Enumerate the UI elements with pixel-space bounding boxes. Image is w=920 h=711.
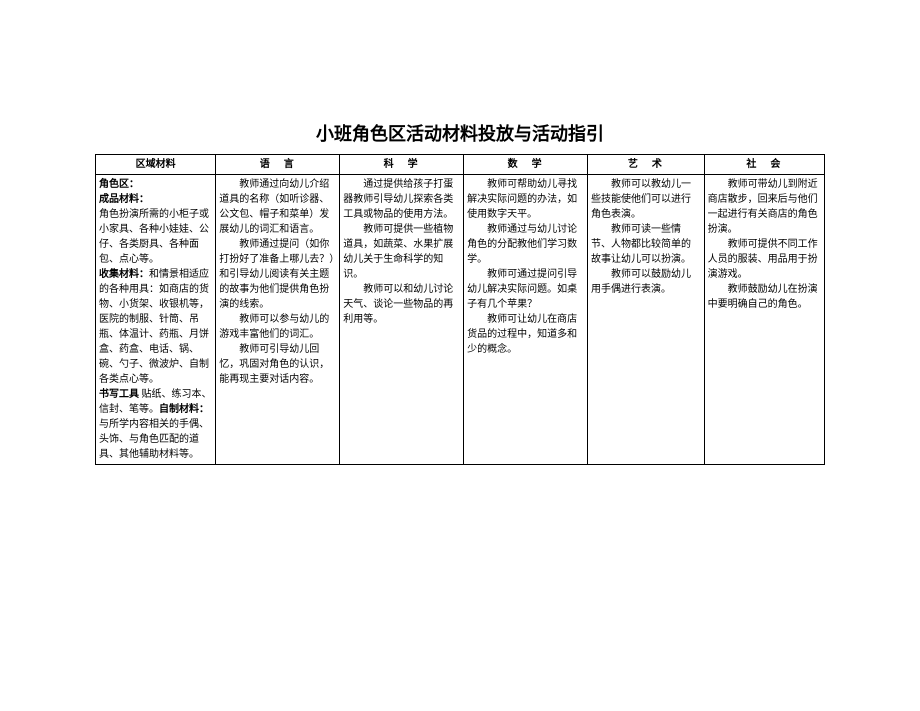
content-row: 角色区： 成品材料： 角色扮演所需的小柜子或小家具、各种小娃娃、公仔、各类厨具、… [96, 175, 825, 465]
cell-art: 教师可以教幼儿一些技能使他们可以进行角色表演。 教师可读一些情节、人物都比较简单… [588, 175, 705, 465]
math-p2: 教师通过与幼儿讨论角色的分配教他们学习数学。 [467, 222, 584, 267]
science-p2: 教师可提供一些植物道具，如蔬菜、水果扩展幼儿关于生命科学的知识。 [343, 222, 460, 282]
art-p3: 教师可以鼓励幼儿用手偶进行表演。 [591, 267, 701, 297]
materials-h3: 收集材料： [99, 269, 149, 280]
materials-p2: 和情景相适应的各种用具：如商店的货物、小货架、收银机等，医院的制服、针筒、吊瓶、… [99, 269, 209, 385]
science-p3: 教师可以和幼儿讨论天气、谈论一些物品的再利用等。 [343, 282, 460, 327]
society-p1: 教师可带幼儿到附近商店散步，回来后与他们一起进行有关商店的角色扮演。 [708, 177, 821, 237]
art-p2: 教师可读一些情节、人物都比较简单的故事让幼儿可以扮演。 [591, 222, 701, 267]
society-p2: 教师可提供不同工作人员的服装、用品用于扮演游戏。 [708, 237, 821, 282]
header-materials: 区域材料 [96, 155, 216, 175]
cell-society: 教师可带幼儿到附近商店散步，回来后与他们一起进行有关商店的角色扮演。 教师可提供… [704, 175, 824, 465]
society-p3: 教师鼓励幼儿在扮演中要明确自己的角色。 [708, 282, 821, 312]
cell-math: 教师可帮助幼儿寻找解决实际问题的办法，如使用数字天平。 教师通过与幼儿讨论角色的… [464, 175, 588, 465]
content-table: 区域材料 语 言 科 学 数 学 艺 术 社 会 角色区： 成品材料： 角色扮演… [95, 154, 825, 465]
header-science: 科 学 [340, 155, 464, 175]
math-p1: 教师可帮助幼儿寻找解决实际问题的办法，如使用数字天平。 [467, 177, 584, 222]
page-title: 小班角色区活动材料投放与活动指引 [95, 120, 825, 146]
header-row: 区域材料 语 言 科 学 数 学 艺 术 社 会 [96, 155, 825, 175]
science-p1: 通过提供给孩子打蛋器教师引导幼儿探索各类工具或物品的使用方法。 [343, 177, 460, 222]
header-math: 数 学 [464, 155, 588, 175]
materials-p1: 角色扮演所需的小柜子或小家具、各种小娃娃、公仔、各类厨具、各种面包、点心等。 [99, 207, 212, 267]
materials-h1: 角色区： [99, 179, 139, 190]
language-p4: 教师可引导幼儿回忆，巩固对角色的认识，能再现主要对话内容。 [219, 342, 336, 387]
language-p3: 教师可以参与幼儿的游戏丰富他们的词汇。 [219, 312, 336, 342]
header-language: 语 言 [216, 155, 340, 175]
math-p4: 教师可让幼儿在商店货品的过程中，知道多和少的概念。 [467, 312, 584, 357]
header-art: 艺 术 [588, 155, 705, 175]
cell-materials: 角色区： 成品材料： 角色扮演所需的小柜子或小家具、各种小娃娃、公仔、各类厨具、… [96, 175, 216, 465]
cell-science: 通过提供给孩子打蛋器教师引导幼儿探索各类工具或物品的使用方法。 教师可提供一些植… [340, 175, 464, 465]
cell-language: 教师通过向幼儿介绍道具的名称（如听诊器、公文包、帽子和菜单）发展幼儿的词汇和语言… [216, 175, 340, 465]
language-p1: 教师通过向幼儿介绍道具的名称（如听诊器、公文包、帽子和菜单）发展幼儿的词汇和语言… [219, 177, 336, 237]
language-p2: 教师通过提问（如你打扮好了准备上哪儿去？）和引导幼儿阅读有关主题的故事为他们提供… [219, 237, 336, 312]
art-p1: 教师可以教幼儿一些技能使他们可以进行角色表演。 [591, 177, 701, 222]
materials-h4: 书写工具 [99, 389, 139, 400]
materials-h5: 自制材料： [159, 404, 209, 415]
materials-p4: 与所学内容相关的手偶、头饰、与角色匹配的道具、其他辅助材料等。 [99, 419, 209, 460]
header-society: 社 会 [704, 155, 824, 175]
materials-h2: 成品材料： [99, 194, 149, 205]
math-p3: 教师可通过提问引导幼儿解决实际问题。如桌子有几个苹果？ [467, 267, 584, 312]
